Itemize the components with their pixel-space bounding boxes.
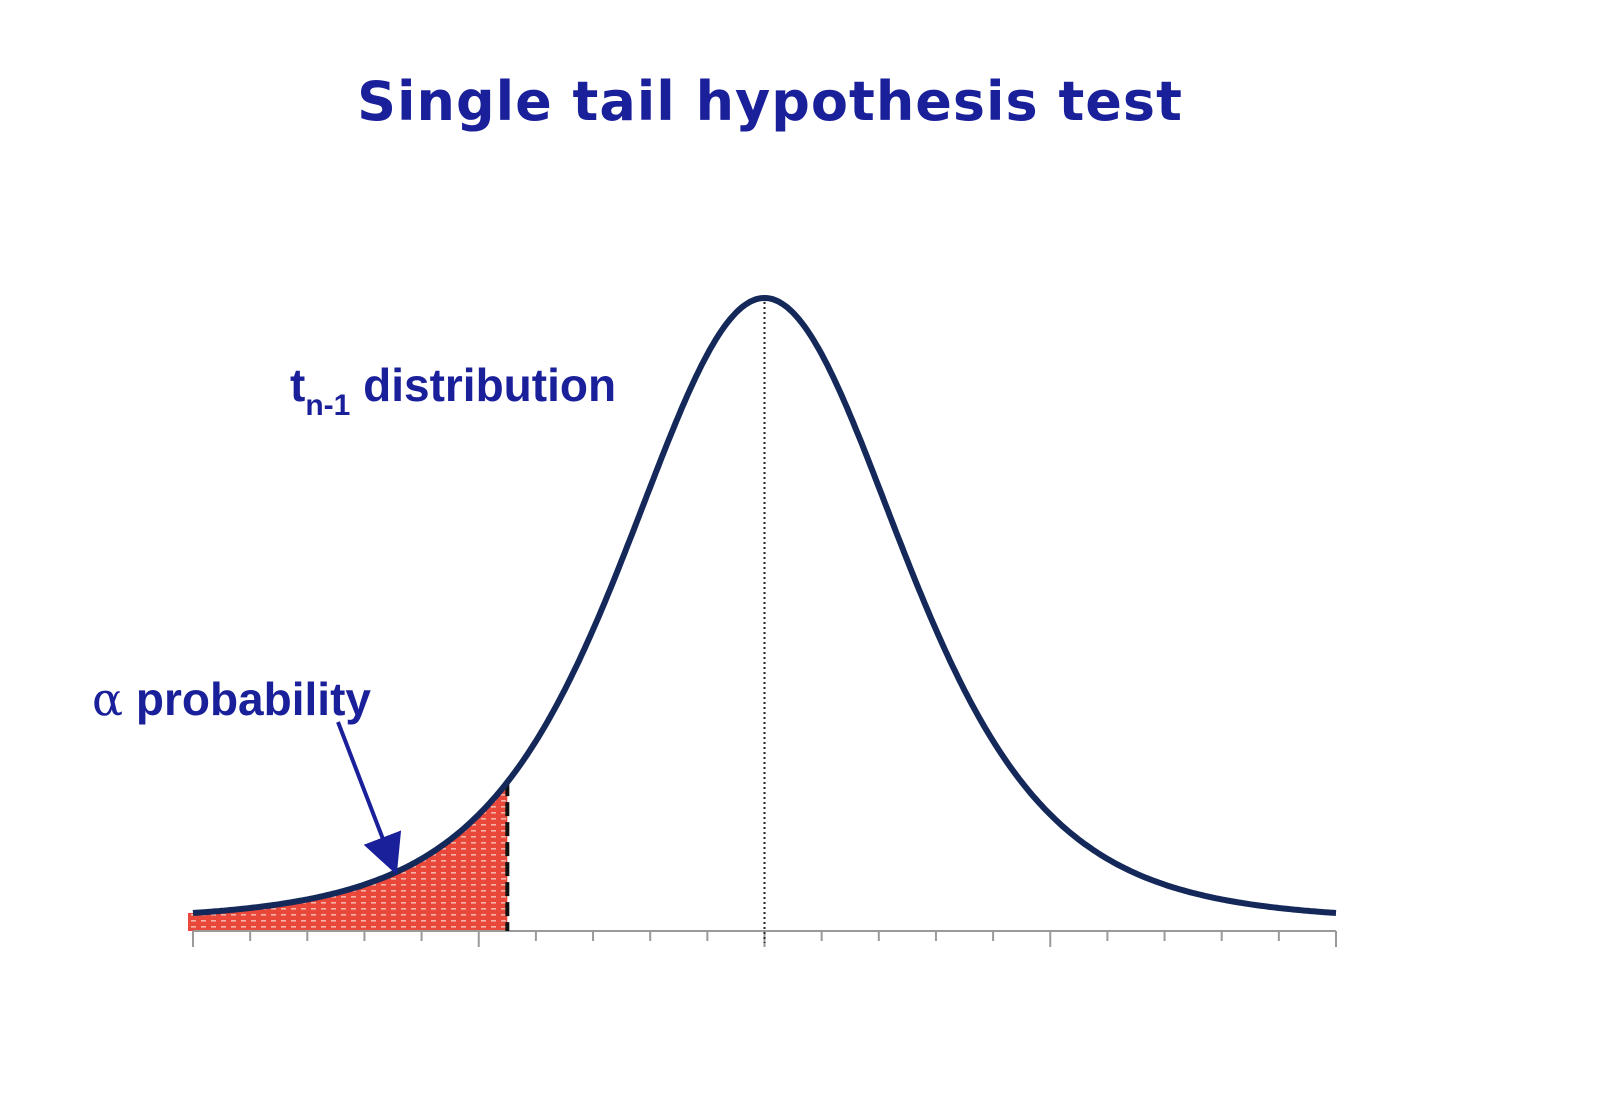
x-axis-ticks [192, 931, 1337, 947]
distribution-label-subscript: n-1 [305, 389, 351, 422]
alpha-tail-region [188, 782, 508, 931]
alpha-symbol: α [92, 672, 124, 726]
distribution-label-suffix: distribution [350, 359, 617, 411]
distribution-label: tn-1 distribution [290, 358, 617, 422]
alpha-probability-label: α probability [92, 672, 371, 726]
alpha-arrow [336, 721, 402, 875]
distribution-label-main: t [290, 359, 306, 411]
t-distribution-curve [192, 294, 1337, 916]
alpha-label-text: probability [123, 673, 371, 725]
diagram-title: Single tail hypothesis test [357, 70, 1183, 133]
